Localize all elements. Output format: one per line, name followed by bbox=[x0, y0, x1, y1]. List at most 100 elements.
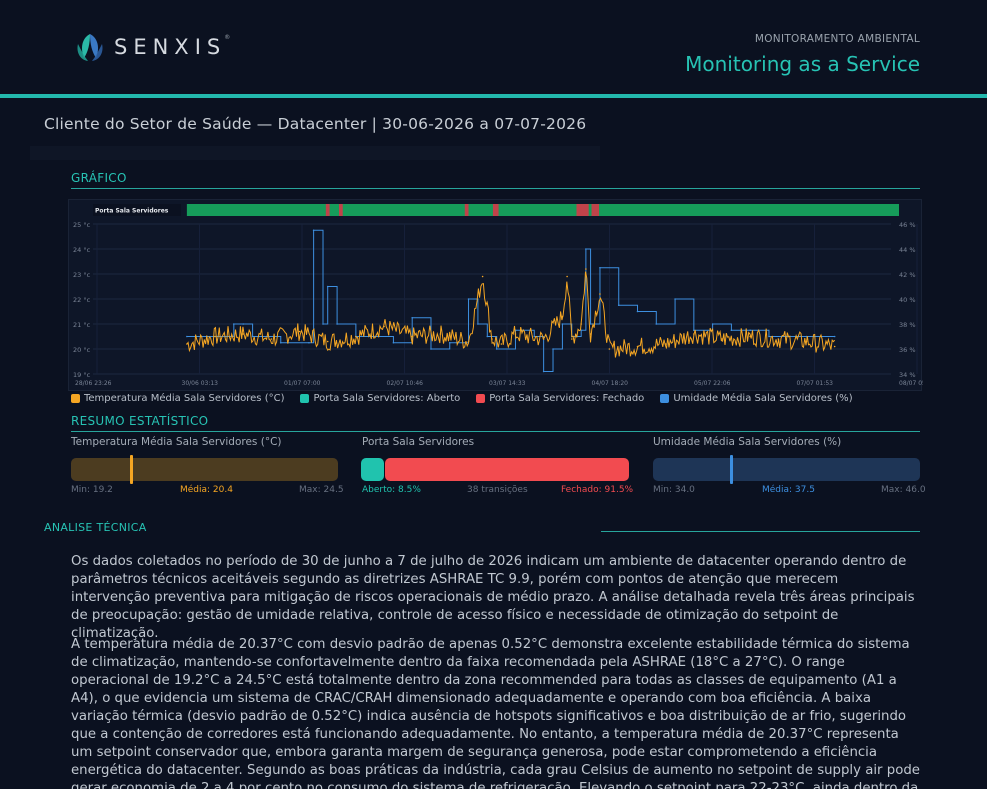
humidity-point bbox=[392, 341, 395, 344]
humidity-point bbox=[486, 335, 489, 338]
humidity-point bbox=[279, 341, 282, 344]
humidity-point bbox=[768, 335, 770, 338]
humidity-point bbox=[674, 298, 676, 300]
humidity-point bbox=[552, 348, 554, 350]
temperature-point bbox=[355, 335, 357, 338]
humidity-point bbox=[711, 323, 714, 325]
temperature-point bbox=[749, 335, 751, 338]
legend-item-temperature[interactable]: Temperatura Média Sala Servidores (°C) bbox=[71, 393, 284, 404]
x-tick-label: 07/07 01:53 bbox=[797, 380, 834, 387]
stat-door-closed: Fechado: 91.5% bbox=[561, 485, 634, 495]
chart-legend: Temperatura Média Sala Servidores (°C) P… bbox=[71, 393, 853, 404]
x-tick-label: 01/07 07:00 bbox=[284, 380, 321, 387]
stat-min-temperature: Min: 19.2 bbox=[71, 485, 113, 495]
temperature-point bbox=[580, 323, 582, 325]
humidity-point bbox=[477, 323, 479, 325]
temperature-point bbox=[214, 335, 216, 338]
legend-swatch-door-closed bbox=[476, 394, 486, 403]
legend-label-humidity: Umidade Média Sala Servidores (%) bbox=[673, 393, 853, 404]
humidity-point bbox=[833, 335, 836, 338]
y-right-tick-label: 34 % bbox=[899, 371, 916, 379]
humidity-point bbox=[411, 316, 414, 319]
legend-item-door-closed[interactable]: Porta Sala Servidores: Fechado bbox=[476, 393, 644, 404]
temperature-point bbox=[467, 340, 470, 343]
temperature-point bbox=[566, 275, 568, 278]
temperature-point bbox=[242, 333, 245, 335]
temperature-point bbox=[664, 343, 667, 345]
report-header: SENXIS ® MONITORAMENTO AMBIENTAL Monitor… bbox=[0, 0, 987, 96]
humidity-point bbox=[326, 285, 329, 288]
stat-bar-door-closed bbox=[385, 458, 629, 481]
section-title-summary: RESUMO ESTATÍSTICO bbox=[71, 414, 209, 428]
humidity-point bbox=[251, 335, 254, 338]
x-tick-label: 03/07 14:33 bbox=[489, 380, 526, 387]
x-tick-label: 08/07 05:40 bbox=[899, 380, 923, 387]
y-right-tick-label: 38 % bbox=[899, 321, 916, 329]
section-rule-summary bbox=[71, 431, 920, 432]
legend-label-door-closed: Porta Sala Servidores: Fechado bbox=[489, 393, 645, 404]
stat-door-open: Aberto: 8.5% bbox=[362, 485, 421, 495]
chart-svg: Porta Sala Servidores 25 °c 46 % 24 °c 44 %… bbox=[73, 204, 923, 387]
x-tick-label: 04/07 18:20 bbox=[592, 380, 629, 387]
humidity-point bbox=[561, 323, 564, 325]
temperature-point bbox=[491, 338, 493, 340]
temperature-point bbox=[383, 325, 385, 328]
stat-min-humidity: Min: 34.0 bbox=[653, 485, 695, 495]
humidity-point bbox=[542, 370, 545, 373]
y-left-tick-label: 23 °c bbox=[73, 271, 91, 279]
y-left-tick-label: 24 °c bbox=[73, 246, 91, 254]
section-title-analysis: ANALISE TÉCNICA bbox=[44, 521, 147, 534]
door-status-track: Porta Sala Servidores bbox=[93, 204, 900, 216]
y-right-tick-label: 40 % bbox=[899, 296, 916, 304]
x-tick-label: 05/07 22:06 bbox=[694, 380, 731, 387]
temperature-point bbox=[636, 345, 639, 348]
temperature-point bbox=[542, 338, 545, 340]
temperature-point bbox=[439, 333, 442, 335]
brand-logo: SENXIS ® bbox=[72, 30, 230, 64]
section-rule-chart bbox=[71, 188, 920, 189]
legend-item-humidity[interactable]: Umidade Média Sala Servidores (%) bbox=[660, 393, 853, 404]
temperature-series bbox=[186, 268, 836, 358]
humidity-point bbox=[693, 329, 695, 332]
legend-label-door-open: Porta Sala Servidores: Aberto bbox=[313, 393, 461, 404]
temperature-point bbox=[599, 293, 601, 295]
temperature-point bbox=[561, 315, 564, 318]
registered-mark: ® bbox=[224, 33, 231, 41]
humidity-point bbox=[312, 229, 315, 232]
temperature-point bbox=[186, 343, 188, 345]
stat-mean-temperature: Média: 20.4 bbox=[180, 485, 233, 495]
chart-axes: 25 °c 46 % 24 °c 44 % 23 °c 42 % 22 °c 40 % 21 °… bbox=[73, 221, 923, 387]
x-tick-label: 02/07 10:46 bbox=[387, 380, 424, 387]
section-rule-analysis bbox=[601, 531, 920, 532]
stat-bar-temperature bbox=[71, 458, 338, 481]
report-subtitle: Cliente do Setor de Saúde — Datacenter |… bbox=[44, 115, 587, 133]
humidity-point bbox=[336, 323, 338, 325]
humidity-point bbox=[322, 323, 324, 325]
y-left-tick-label: 22 °c bbox=[73, 296, 91, 304]
humidity-series bbox=[186, 229, 836, 373]
humidity-point bbox=[448, 341, 451, 344]
subtitle-underlay bbox=[30, 146, 600, 160]
humidity-point bbox=[636, 310, 639, 313]
temperature-point bbox=[514, 333, 517, 335]
temperature-point bbox=[721, 338, 723, 340]
temperature-point bbox=[585, 268, 587, 270]
legend-item-door-open[interactable]: Porta Sala Servidores: Aberto bbox=[300, 393, 460, 404]
y-left-tick-label: 20 °c bbox=[73, 346, 91, 354]
temperature-point bbox=[805, 340, 808, 343]
environment-chart: Porta Sala Servidores 25 °c 46 % 24 °c 44 %… bbox=[68, 199, 923, 391]
y-right-tick-label: 44 % bbox=[899, 246, 916, 254]
header-kicker: MONITORAMENTO AMBIENTAL bbox=[754, 33, 920, 45]
humidity-point bbox=[617, 304, 620, 307]
temperature-point bbox=[571, 338, 573, 340]
temperature-point bbox=[270, 338, 273, 340]
y-right-tick-label: 46 % bbox=[899, 221, 916, 229]
door-closed-span bbox=[576, 204, 589, 216]
stat-label-door: Porta Sala Servidores bbox=[362, 436, 475, 448]
humidity-point bbox=[585, 248, 587, 250]
stat-max-temperature: Max: 24.5 bbox=[299, 485, 344, 495]
door-closed-span bbox=[338, 204, 343, 216]
x-tick-label: 28/06 23:26 bbox=[75, 380, 112, 387]
y-right-tick-label: 36 % bbox=[899, 346, 916, 354]
analysis-paragraph-1: Os dados coletados no período de 30 de j… bbox=[71, 554, 915, 641]
